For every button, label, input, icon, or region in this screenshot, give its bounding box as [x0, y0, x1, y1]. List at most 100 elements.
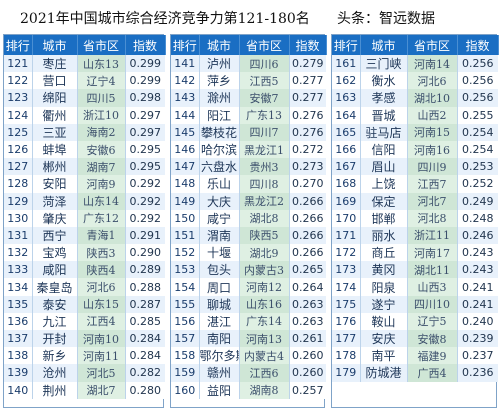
table-row: 136 九江 江西4 0.285	[4, 312, 165, 330]
city-cell: 三亚	[32, 123, 78, 141]
rank-cell: 154	[171, 278, 200, 296]
province-cell: 广东13	[239, 106, 290, 124]
index-cell: 0.237	[457, 347, 498, 365]
province-cell: 湖南8	[239, 381, 290, 399]
table-row: 127 郴州 湖南7 0.295	[4, 158, 165, 176]
rank-cell: 156	[171, 312, 200, 330]
rank-cell: 167	[332, 158, 361, 176]
index-cell: 0.297	[125, 106, 165, 124]
table-row: 175 遂宁 四川10 0.241	[332, 295, 498, 313]
table-row: 177 安庆 安徽8 0.239	[332, 330, 498, 348]
rank-cell: 141	[171, 55, 200, 73]
table-row: 146 哈尔滨 黑龙江1 0.272	[171, 140, 326, 159]
index-cell: 0.292	[125, 175, 165, 193]
table-row: 139 沧州 河北5 0.282	[4, 364, 165, 382]
index-cell: 0.266	[289, 209, 326, 227]
table-row: 179 防城港 广西4 0.236	[332, 364, 498, 382]
city-cell: 泸州	[199, 55, 240, 73]
province-cell: 江西7	[407, 175, 458, 193]
province-cell: 陕西3	[77, 244, 126, 262]
index-header: 指数	[125, 35, 166, 55]
rank-cell: 170	[332, 209, 361, 227]
index-cell: 0.260	[289, 364, 326, 382]
index-cell: 0.298	[125, 89, 165, 107]
rank-cell: 128	[4, 175, 33, 193]
table-row: 135 泰安 山东15 0.287	[4, 295, 165, 313]
table-row: 151 渭南 陕西5 0.266	[171, 226, 326, 245]
rank-cell: 136	[4, 312, 33, 330]
city-cell: 阳江	[199, 106, 240, 124]
index-cell: 0.276	[289, 123, 326, 141]
table-row: 143 滁州 安徽7 0.277	[171, 89, 326, 107]
city-cell: 渭南	[199, 226, 240, 245]
index-cell: 0.287	[125, 295, 165, 313]
city-cell: 遂宁	[360, 295, 408, 313]
rank-cell: 160	[171, 381, 200, 399]
index-cell: 0.290	[125, 244, 165, 262]
city-cell: 鞍山	[360, 312, 408, 330]
city-header: 城市	[32, 35, 78, 55]
table-row: 163 孝感 湖北10 0.256	[332, 89, 498, 107]
province-header: 省市区	[407, 35, 458, 55]
rank-cell: 129	[4, 192, 33, 210]
index-cell: 0.270	[289, 175, 326, 193]
rank-cell: 127	[4, 158, 33, 176]
rank-cell: 178	[332, 347, 361, 365]
index-cell: 0.295	[125, 158, 165, 176]
province-cell: 河南9	[77, 175, 126, 193]
province-cell: 湖北8	[239, 209, 290, 227]
table-row: 160 益阳 湖南8 0.257	[171, 381, 326, 399]
province-cell: 山西2	[407, 106, 458, 124]
city-cell: 枣庄	[32, 55, 78, 73]
city-cell: 保定	[360, 192, 408, 210]
table-row: 171 丽水 浙江11 0.246	[332, 226, 498, 245]
rank-cell: 177	[332, 330, 361, 348]
province-cell: 河北6	[77, 278, 126, 296]
province-cell: 黑龙江2	[239, 192, 290, 210]
table-row: 178 南平 福建9 0.237	[332, 347, 498, 365]
index-cell: 0.236	[457, 364, 498, 382]
city-cell: 衡水	[360, 72, 408, 90]
city-cell: 九江	[32, 312, 78, 330]
index-cell: 0.284	[125, 330, 165, 348]
table-row: 170 邯郸 河北8 0.248	[332, 209, 498, 227]
index-cell: 0.282	[125, 364, 165, 382]
province-cell: 陕西4	[77, 261, 126, 279]
rank-cell: 179	[332, 364, 361, 382]
source-label: 头条：智远数据	[337, 11, 435, 27]
province-cell: 江西6	[239, 364, 290, 382]
city-cell: 包头	[199, 261, 240, 279]
index-cell: 0.266	[289, 192, 326, 210]
province-cell: 黑龙江1	[239, 140, 290, 159]
table-row: 172 商丘 河南17 0.243	[332, 244, 498, 262]
rank-cell: 135	[4, 295, 33, 313]
rank-cell: 153	[171, 261, 200, 279]
rank-header: 排行	[332, 35, 361, 55]
rank-cell: 158	[171, 347, 200, 365]
city-cell: 咸宁	[199, 209, 240, 227]
index-cell: 0.253	[457, 158, 498, 176]
table-row: 158鄂尔多斯内蒙古40.260	[171, 347, 326, 365]
province-cell: 湖北9	[239, 244, 290, 262]
province-cell: 浙江10	[77, 106, 126, 124]
province-cell: 贵州3	[239, 158, 290, 176]
city-cell: 六盘水	[199, 158, 240, 176]
rank-cell: 137	[4, 330, 33, 348]
table-row: 168 上饶 江西7 0.252	[332, 175, 498, 193]
city-cell: 赣州	[199, 364, 240, 382]
province-cell: 湖北10	[407, 89, 458, 107]
province-cell: 四川7	[239, 123, 290, 141]
city-cell: 沧州	[32, 364, 78, 382]
province-cell: 河南13	[239, 330, 290, 348]
province-cell: 广东14	[239, 312, 290, 330]
rank-cell: 133	[4, 261, 33, 279]
rank-cell: 139	[4, 364, 33, 382]
rank-cell: 146	[171, 140, 200, 159]
city-cell: 秦皇岛	[32, 278, 78, 296]
table-row: 126 蚌埠 安徽6 0.295	[4, 140, 165, 159]
city-cell: 攀枝花	[199, 123, 240, 141]
rank-cell: 159	[171, 364, 200, 382]
province-header: 省市区	[77, 35, 126, 55]
index-cell: 0.246	[457, 226, 498, 245]
index-cell: 0.299	[125, 72, 165, 90]
